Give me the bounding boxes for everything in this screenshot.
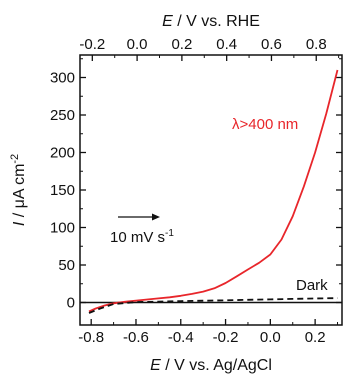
top-x-axis-title: E / V vs. RHE [162, 13, 260, 30]
scan-rate-label: 10 mV s-1 [110, 228, 174, 246]
y-tick-label: 150 [50, 182, 75, 199]
x-axis-title: E / V vs. Ag/AgCl [150, 357, 272, 374]
x-tick-label: -0.2 [213, 329, 239, 346]
y-tick-label: 300 [50, 70, 75, 87]
light-series-label: λ>400 nm [232, 116, 298, 133]
top-x-tick-label: -0.2 [79, 36, 105, 53]
top-x-tick-label: 0.8 [306, 36, 327, 53]
x-tick-label: 0.0 [260, 329, 281, 346]
x-tick-label: -0.6 [123, 329, 149, 346]
y-tick-label: 50 [58, 257, 75, 274]
light-series-line [88, 69, 339, 313]
dark-series-label: Dark [296, 277, 328, 294]
y-tick-label: 0 [67, 295, 75, 312]
y-axis-title: I / μA cm-2 [9, 154, 28, 226]
top-x-tick-label: 0.6 [261, 36, 282, 53]
top-x-tick-label: 0.2 [171, 36, 192, 53]
top-x-tick-label: 0.0 [127, 36, 148, 53]
x-tick-label: -0.8 [78, 329, 104, 346]
top-x-tick-label: 0.4 [216, 36, 237, 53]
dark-series-line [88, 297, 338, 314]
series-layer [88, 69, 339, 314]
y-tick-label: 200 [50, 145, 75, 162]
axes-layer: -0.8 -0.6 -0.4 -0.2 0.0 0.2 -0.2 0.0 0.2 0.4 0.6 0.… [50, 36, 343, 346]
y-tick-label: 250 [50, 107, 75, 124]
scan-direction-arrowhead [152, 213, 160, 221]
x-tick-label: 0.2 [305, 329, 326, 346]
x-tick-label: -0.4 [168, 329, 194, 346]
labels-layer: E / V vs. Ag/AgCl E / V vs. RHE I / μA cm-… [9, 13, 328, 374]
y-tick-label: 100 [50, 220, 75, 237]
